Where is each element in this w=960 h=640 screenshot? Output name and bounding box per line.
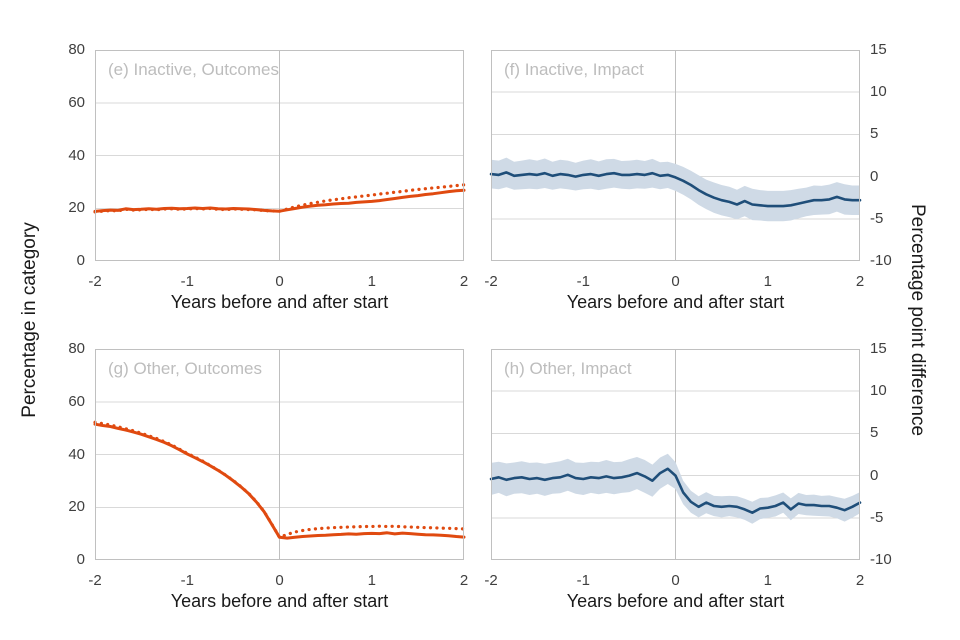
outcome-dotted-line	[93, 183, 466, 214]
y-tick-label: -10	[870, 551, 892, 568]
y-tick-label: 5	[870, 125, 879, 143]
x-tick-label: -1	[180, 572, 194, 589]
x-tick-label: -2	[88, 572, 102, 589]
panel-other-impact: (h) Other, Impact Years before and after…	[484, 340, 891, 611]
confidence-band	[491, 453, 860, 524]
x-axis-title: Years before and after start	[170, 591, 389, 611]
y-tick-label: 0	[76, 252, 85, 269]
y-tick-label: 10	[870, 83, 887, 101]
y-tick-label: 10	[870, 382, 887, 400]
chart-other-impact	[489, 349, 862, 560]
panel-title: (g) Other, Outcomes	[108, 359, 262, 378]
x-tick-label: 1	[367, 572, 376, 589]
plot-frame	[491, 349, 860, 560]
y-tick-label: 80	[68, 340, 85, 357]
panel-other-outcomes: (g) Other, Outcomes Years before and aft…	[68, 340, 468, 611]
right-y-axis-title: Percentage point difference	[907, 203, 928, 437]
y-tick-label: -5	[870, 508, 884, 526]
x-tick-label: 1	[367, 273, 376, 290]
impact-line	[489, 467, 862, 514]
y-tick-label: 20	[68, 498, 85, 516]
chart-inactive-impact	[489, 50, 862, 261]
x-tick-label: 2	[855, 273, 865, 290]
x-axis-title: Years before and after start	[170, 292, 389, 312]
chart-inactive-outcomes	[93, 50, 466, 261]
x-tick-label: 0	[671, 273, 680, 290]
y-tick-label: 0	[870, 167, 879, 185]
y-tick-label: 20	[68, 199, 85, 217]
y-tick-label: 0	[870, 466, 879, 484]
y-tick-label: 40	[68, 146, 85, 164]
y-tick-label: 80	[68, 41, 85, 58]
impact-line	[489, 171, 862, 208]
x-tick-label: 2	[855, 572, 865, 589]
panel-title: (f) Inactive, Impact	[504, 60, 644, 79]
x-axis-title: Years before and after start	[566, 292, 785, 312]
x-tick-label: 1	[763, 273, 772, 290]
plot-frame	[95, 50, 464, 261]
y-tick-label: 40	[68, 445, 85, 463]
y-tick-label: 60	[68, 392, 85, 410]
plot-frame	[491, 50, 860, 261]
x-tick-label: 0	[275, 273, 284, 290]
y-tick-label: 5	[870, 424, 879, 442]
y-tick-label: -10	[870, 252, 892, 269]
panel-title: (e) Inactive, Outcomes	[108, 60, 280, 79]
left-y-axis-title: Percentage in category	[19, 222, 40, 418]
panel-title: (h) Other, Impact	[504, 359, 632, 378]
x-tick-label: 2	[459, 273, 469, 290]
x-tick-label: -1	[180, 273, 194, 290]
outcome-dotted-line	[93, 420, 466, 539]
x-tick-label: 0	[671, 572, 680, 589]
x-tick-label: 0	[275, 572, 284, 589]
panel-inactive-outcomes: (e) Inactive, Outcomes Years before and …	[68, 41, 468, 312]
y-tick-label: 60	[68, 93, 85, 111]
x-tick-label: 1	[763, 572, 772, 589]
y-tick-label: 15	[870, 41, 887, 58]
plot-frame	[95, 349, 464, 560]
x-tick-label: 2	[459, 572, 469, 589]
x-tick-label: -2	[484, 273, 498, 290]
x-axis-title: Years before and after start	[566, 591, 785, 611]
panel-inactive-impact: (f) Inactive, Impact Years before and af…	[484, 41, 891, 312]
x-tick-label: -1	[576, 273, 590, 290]
y-tick-label: -5	[870, 209, 884, 227]
y-tick-label: 15	[870, 340, 887, 357]
x-tick-label: -1	[576, 572, 590, 589]
chart-other-outcomes	[93, 349, 466, 560]
x-tick-label: -2	[88, 273, 102, 290]
x-tick-label: -2	[484, 572, 498, 589]
y-tick-label: 0	[76, 551, 85, 568]
